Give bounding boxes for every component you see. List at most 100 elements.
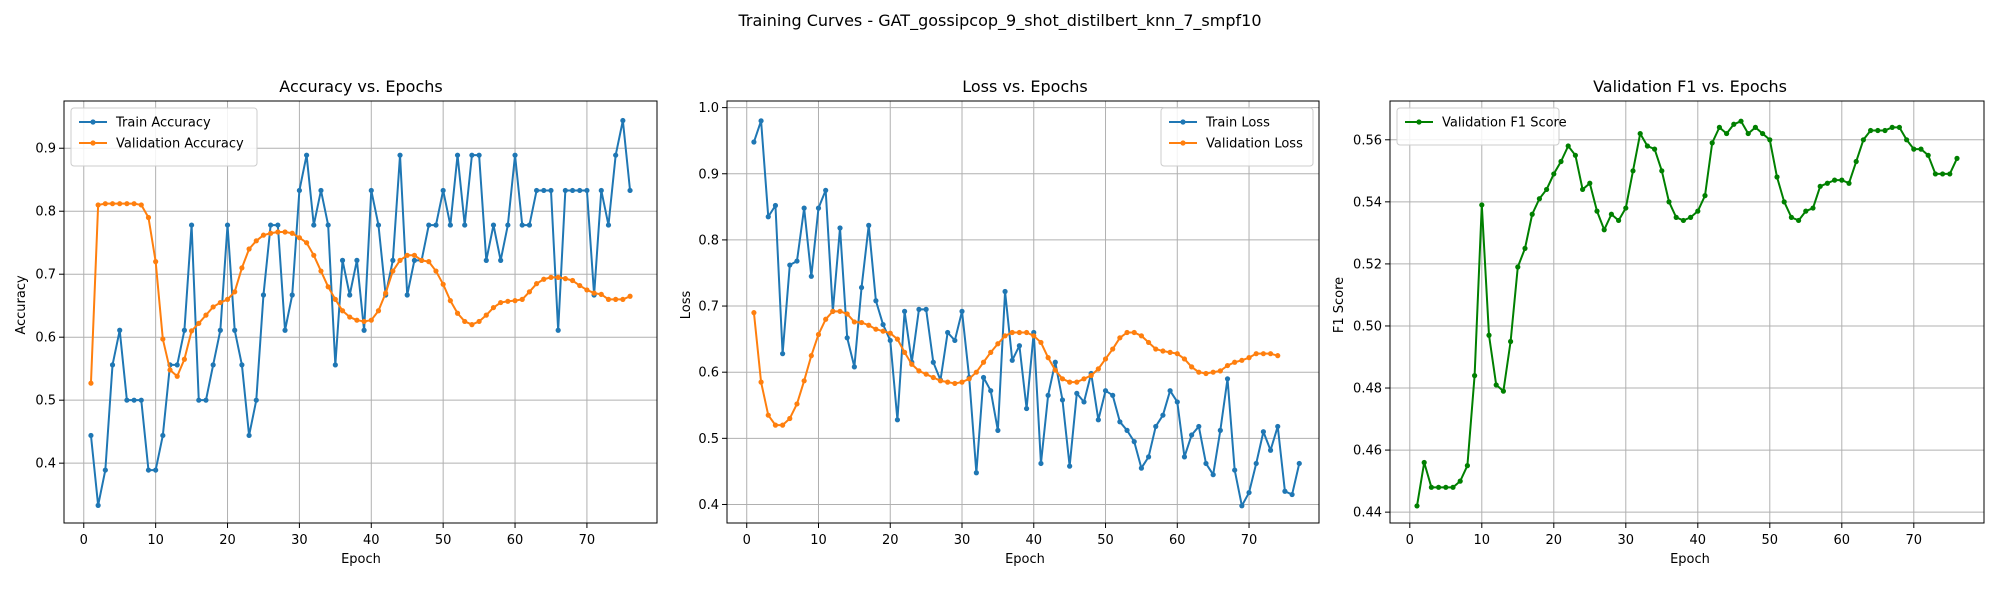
data-point [1102,388,1109,394]
data-point [1189,364,1195,370]
data-point [1189,432,1195,438]
data-point [787,415,793,422]
data-point [605,222,612,228]
legend-label: Train Accuracy [115,116,211,131]
data-point [1074,390,1080,396]
data-point [253,238,259,244]
f1-legend: Validation F1 Score [1396,107,1567,146]
data-point [937,378,944,384]
data-point [188,328,195,334]
data-point [1067,379,1073,385]
data-point [959,379,965,385]
data-point [174,362,180,368]
data-point [1038,460,1044,467]
data-point [765,214,771,220]
data-point [1889,124,1895,130]
data-point [404,252,410,258]
y-tick-label: 0.44 [1353,506,1382,521]
data-point [419,257,425,263]
data-point [866,322,872,328]
data-point [296,187,302,194]
x-tick-label: 0 [743,533,751,548]
data-point [1289,491,1295,498]
data-point [224,222,231,228]
series-line [1416,120,1958,507]
data-point [823,316,829,322]
data-point [1224,362,1231,369]
data-point [1210,472,1216,478]
data-point [1196,369,1202,375]
data-point [167,367,173,373]
data-point [303,152,310,158]
data-point [433,222,439,228]
data-point [945,329,951,336]
data-point [815,205,822,211]
data-point [1232,359,1238,365]
y-tick-label: 0.56 [1353,133,1382,148]
data-point [837,308,843,314]
data-point [952,380,958,387]
data-point [1479,202,1485,208]
data-point [203,397,209,403]
x-tick-label: 60 [507,533,524,548]
data-point [1296,460,1302,467]
x-tick-label: 30 [954,533,971,548]
data-point [837,225,843,231]
data-point [483,257,489,263]
data-point [1059,376,1066,382]
data-point [1565,143,1571,149]
data-point [519,222,525,228]
legend-marker [1180,119,1186,125]
data-point [1868,127,1874,134]
data-point [332,362,338,368]
x-tick-label: 60 [1834,533,1851,548]
data-point [1023,329,1030,336]
data-point [873,326,879,332]
series-line [89,202,631,384]
data-point [1181,454,1188,460]
series-line [752,310,1279,427]
data-point [1875,127,1881,134]
data-point [440,187,446,194]
data-point [282,229,288,235]
data-point [526,289,533,295]
data-point [562,276,568,282]
data-point [959,308,965,314]
legend-label: Train Loss [1205,116,1270,131]
data-point [232,289,238,295]
f1-y-axis-label: F1 Score [1332,277,1347,333]
data-point [519,296,525,302]
data-point [880,328,886,334]
data-point [1102,356,1109,362]
data-point [203,312,209,318]
x-tick-label: 70 [579,533,596,548]
data-point [454,310,461,316]
data-point [988,388,994,394]
data-point [1601,227,1607,233]
y-tick-label: 0.48 [1353,382,1382,397]
data-point [1260,351,1266,357]
data-point [483,312,489,318]
data-point [1486,332,1492,338]
y-tick-label: 0.5 [35,394,56,409]
data-point [988,349,994,355]
data-point [980,359,987,365]
data-point [569,277,576,284]
data-point [1016,329,1023,336]
data-point [117,201,123,207]
loss-gridlines [727,101,1319,523]
data-point [375,308,382,314]
data-point [541,276,547,282]
data-point [923,306,929,312]
data-point [1203,460,1209,467]
data-point [1224,376,1231,382]
data-point [772,202,779,209]
data-point [1918,146,1924,152]
data-point [1131,329,1137,336]
data-point [296,235,302,241]
data-point [347,292,353,298]
data-point [411,257,418,263]
data-point [282,327,288,333]
data-point [102,467,108,473]
